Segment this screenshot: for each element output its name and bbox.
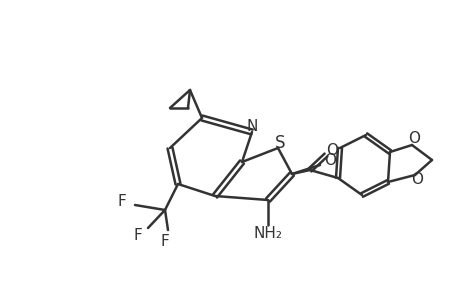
Text: F: F (133, 227, 142, 242)
Text: F: F (118, 194, 126, 209)
Text: O: O (325, 142, 337, 158)
Text: NH₂: NH₂ (253, 226, 282, 241)
Text: S: S (274, 134, 285, 152)
Text: O: O (323, 152, 335, 167)
Text: O: O (407, 130, 419, 146)
Text: F: F (160, 235, 169, 250)
Text: O: O (410, 172, 422, 188)
Text: N: N (246, 118, 257, 134)
